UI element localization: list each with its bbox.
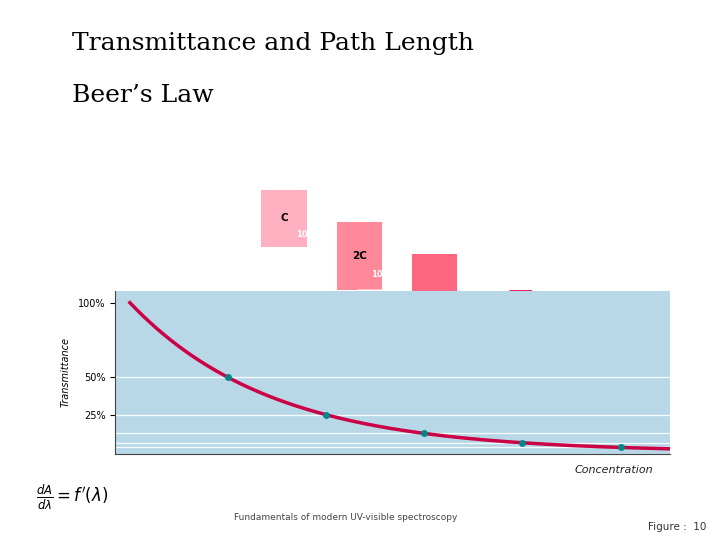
- FancyBboxPatch shape: [337, 221, 382, 291]
- Text: Transmittance: Transmittance: [60, 337, 71, 407]
- Text: $\frac{dA}{d\lambda} = f'(\lambda)$: $\frac{dA}{d\lambda} = f'(\lambda)$: [36, 483, 108, 512]
- Text: 5C: 5C: [577, 382, 592, 393]
- Text: C: C: [280, 213, 288, 224]
- Text: Fundamentals of modern UV-visible spectroscopy: Fundamentals of modern UV-visible spectr…: [234, 513, 457, 522]
- Text: 4C: 4C: [502, 335, 517, 346]
- Text: I₂: I₂: [381, 303, 386, 312]
- Text: 3.125%: 3.125%: [618, 361, 653, 370]
- FancyBboxPatch shape: [562, 329, 607, 445]
- Text: I₄: I₄: [558, 347, 563, 356]
- Text: 100%: 100%: [296, 230, 321, 239]
- Point: [418, 429, 430, 438]
- Text: I₃: I₃: [482, 303, 487, 312]
- Text: Transmittance and Path Length: Transmittance and Path Length: [72, 32, 474, 56]
- Point: [320, 410, 332, 419]
- Text: I₅: I₅: [633, 394, 638, 403]
- FancyBboxPatch shape: [261, 190, 307, 247]
- Text: 6.75%: 6.75%: [546, 314, 575, 323]
- Text: I₄: I₄: [531, 394, 536, 403]
- FancyBboxPatch shape: [412, 254, 457, 339]
- Text: I₂: I₂: [408, 262, 413, 271]
- Text: 2C: 2C: [352, 251, 366, 261]
- Text: 3C: 3C: [427, 292, 442, 302]
- Text: 50%: 50%: [325, 192, 345, 201]
- FancyBboxPatch shape: [487, 291, 532, 390]
- Point: [615, 443, 626, 452]
- Text: 100%: 100%: [371, 271, 397, 280]
- Text: 100%: 100%: [220, 192, 246, 201]
- Text: 100%: 100%: [446, 314, 472, 323]
- Text: I₁: I₁: [332, 225, 338, 234]
- Text: I₃: I₃: [456, 347, 462, 356]
- Text: Figure :  10: Figure : 10: [648, 522, 706, 532]
- Text: Beer’s Law: Beer’s Law: [72, 84, 214, 107]
- Text: I₀: I₀: [230, 225, 236, 234]
- Text: 12.5%: 12.5%: [470, 271, 500, 280]
- Text: 100%: 100%: [521, 361, 547, 370]
- Point: [222, 373, 234, 382]
- Text: Concentration: Concentration: [575, 465, 653, 475]
- Point: [517, 438, 528, 447]
- Text: 25%: 25%: [400, 230, 420, 239]
- Text: I₁: I₁: [306, 262, 311, 271]
